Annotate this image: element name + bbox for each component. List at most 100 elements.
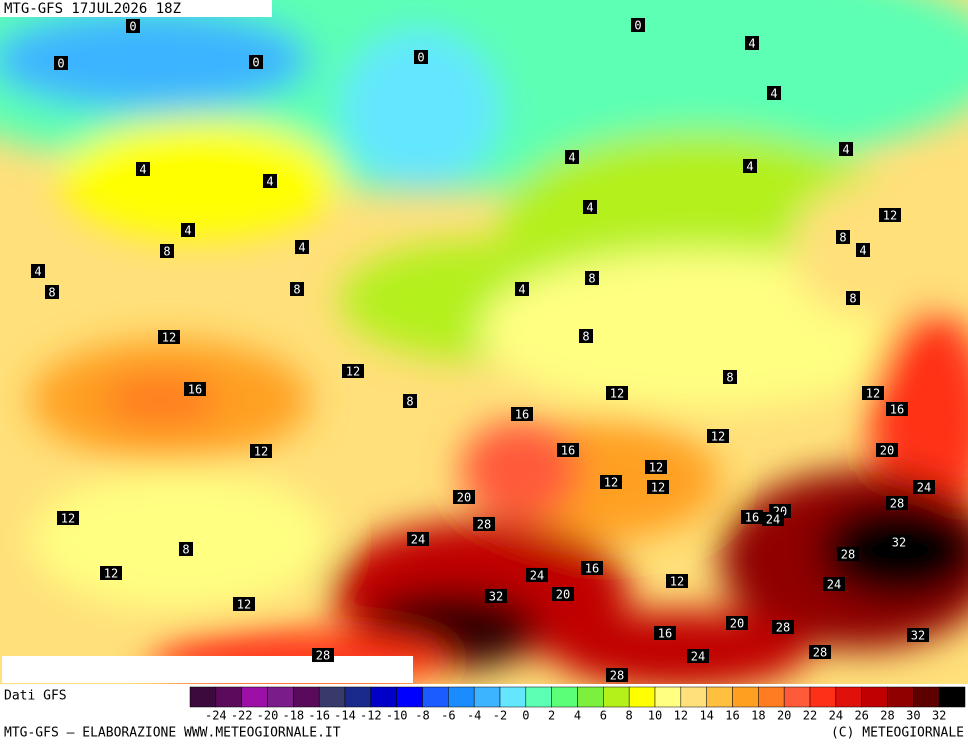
- colorbar-swatch: [473, 686, 501, 708]
- contour-label: 0: [252, 56, 259, 70]
- contour-label: 12: [162, 331, 176, 345]
- contour-label: 20: [730, 617, 744, 631]
- colorbar-swatch: [758, 686, 785, 708]
- contour-label: 8: [182, 543, 189, 557]
- contour-label: 32: [489, 590, 503, 604]
- label-box: [809, 645, 831, 659]
- blank-panel: [2, 656, 413, 683]
- colorbar-swatch: [318, 686, 346, 708]
- label-box: [839, 142, 853, 156]
- label-box: [233, 597, 255, 611]
- contour-label: 8: [163, 245, 170, 259]
- contour-label: 28: [890, 497, 904, 511]
- label-box: [158, 330, 180, 344]
- contour-label: 28: [841, 548, 855, 562]
- label-box: [823, 577, 845, 591]
- colorbar-tick-label: 32: [932, 709, 946, 723]
- label-box: [414, 50, 428, 64]
- contour-label: 4: [770, 87, 777, 101]
- colorbar-tick-label: 16: [725, 709, 739, 723]
- label-box: [100, 566, 122, 580]
- contour-label: 28: [776, 621, 790, 635]
- label-box: [583, 200, 597, 214]
- contour-label: 8: [582, 330, 589, 344]
- label-box: [57, 511, 79, 525]
- title: MTG-GFS 17JUL2026 18Z: [4, 1, 181, 17]
- colorbar-swatch: [809, 686, 837, 708]
- colorbar-title: Dati GFS: [4, 689, 67, 704]
- colorbar-swatch: [628, 686, 656, 708]
- colorbar-tick-label: -8: [415, 709, 429, 723]
- colorbar-tick-label: 14: [699, 709, 713, 723]
- contour-label: 12: [866, 387, 880, 401]
- contour-label: 0: [417, 51, 424, 65]
- colorbar-tick-label: 0: [522, 709, 529, 723]
- label-box: [762, 512, 784, 526]
- colorbar-tick-label: -14: [334, 709, 356, 723]
- contour-label: 32: [892, 536, 906, 550]
- label-box: [585, 271, 599, 285]
- contour-label: 8: [588, 272, 595, 286]
- colorbar-tick-label: 2: [548, 709, 555, 723]
- label-box: [726, 616, 748, 630]
- contour-label: 24: [411, 533, 425, 547]
- label-box: [136, 162, 150, 176]
- map: [0, 0, 968, 684]
- colorbar-tick-label: 30: [906, 709, 920, 723]
- contour-label: 24: [917, 481, 931, 495]
- contour-label: 12: [604, 476, 618, 490]
- label-box: [552, 587, 574, 601]
- colorbar-swatch: [603, 686, 630, 708]
- label-box: [181, 223, 195, 237]
- contour-label: 4: [859, 244, 866, 258]
- label-box: [250, 444, 272, 458]
- label-box: [581, 561, 603, 575]
- colorbar-swatch: [654, 686, 682, 708]
- contour-label: 4: [266, 175, 273, 189]
- contour-label: 24: [530, 569, 544, 583]
- contour-label: 8: [293, 283, 300, 297]
- colorbar-tick-label: 4: [574, 709, 581, 723]
- contour-label: 12: [883, 209, 897, 223]
- contour-label: 8: [406, 395, 413, 409]
- colorbar-swatch: [680, 686, 707, 708]
- contour-label: 12: [649, 461, 663, 475]
- contour-label: 8: [48, 286, 55, 300]
- colorbar-tick-label: 22: [803, 709, 817, 723]
- label-box: [473, 517, 495, 531]
- contour-label: 20: [556, 588, 570, 602]
- contour-label: 16: [890, 403, 904, 417]
- label-box: [654, 626, 676, 640]
- label-box: [160, 244, 174, 258]
- contour-label: 0: [57, 57, 64, 71]
- colorbar-swatch: [938, 686, 966, 708]
- contour-label: 12: [651, 481, 665, 495]
- colorbar-swatch: [525, 686, 552, 708]
- colorbar-swatch: [241, 686, 268, 708]
- contour-label: 12: [670, 575, 684, 589]
- label-box: [511, 407, 533, 421]
- colorbar-tick-label: 26: [854, 709, 868, 723]
- label-box: [745, 36, 759, 50]
- colorbar-swatch: [732, 686, 759, 708]
- label-box: [403, 394, 417, 408]
- colorbar-tick-label: 18: [751, 709, 765, 723]
- contour-label: 4: [34, 265, 41, 279]
- contour-label: 16: [188, 383, 202, 397]
- colorbar-swatch: [783, 686, 811, 708]
- label-box: [886, 496, 908, 510]
- label-box: [741, 510, 763, 524]
- colorbar-swatch: [189, 686, 217, 708]
- colorbar-swatch: [861, 686, 888, 708]
- colorbar-swatch: [706, 686, 733, 708]
- colorbar-tick-label: -20: [257, 709, 279, 723]
- colorbar-tick-label: 10: [648, 709, 662, 723]
- label-box: [772, 620, 794, 634]
- contour-label: 28: [316, 649, 330, 663]
- label-box: [526, 568, 548, 582]
- label-box: [645, 460, 667, 474]
- contour-label: 4: [842, 143, 849, 157]
- label-box: [767, 86, 781, 100]
- contour-label: 8: [849, 292, 856, 306]
- colorbar-swatch: [215, 686, 242, 708]
